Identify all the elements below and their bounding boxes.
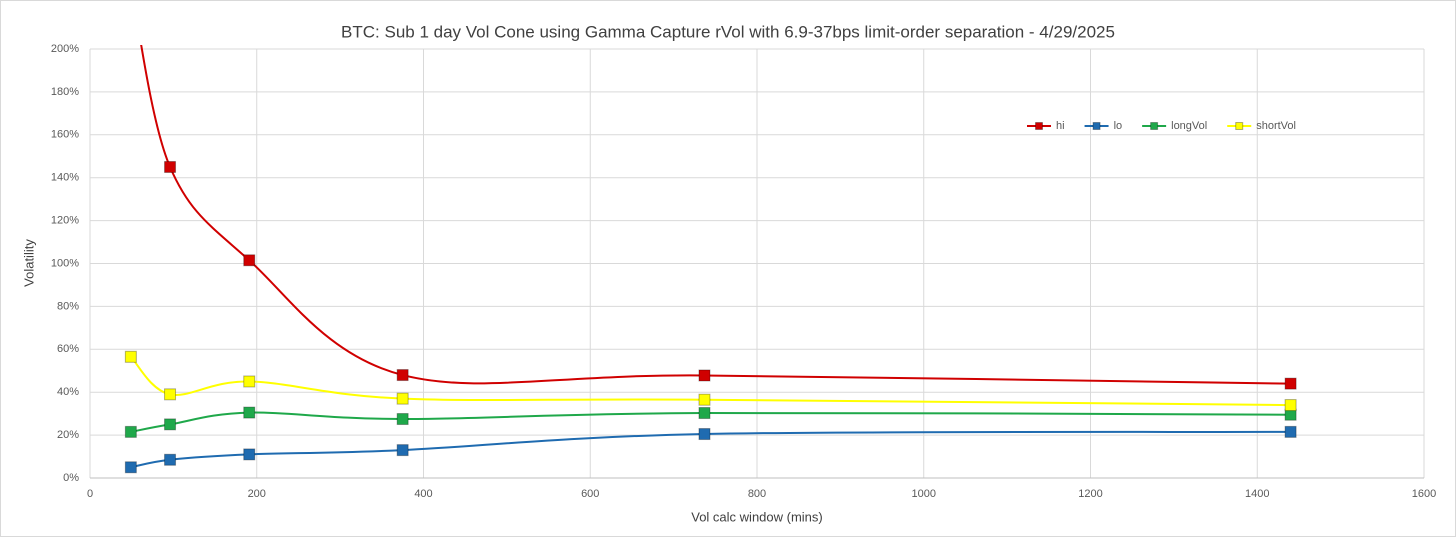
data-point [243, 375, 256, 388]
x-tick-label: 200 [248, 488, 266, 500]
x-tick-label: 600 [581, 488, 599, 500]
legend-marker [1150, 122, 1159, 130]
x-tick-label: 1000 [912, 488, 936, 500]
data-point [698, 407, 711, 420]
x-tick-label: 1200 [1078, 488, 1102, 500]
y-tick-label: 140% [51, 172, 79, 184]
legend-label: shortVol [1256, 120, 1296, 132]
legend-marker [1092, 122, 1101, 130]
y-tick-label: 120% [51, 215, 79, 227]
y-tick-label: 180% [51, 86, 79, 98]
data-point [396, 413, 409, 426]
data-point [124, 461, 137, 474]
x-tick-label: 800 [748, 488, 766, 500]
plot-area [124, 45, 1297, 474]
data-point [243, 448, 256, 461]
data-point [164, 418, 177, 431]
data-point [698, 393, 711, 406]
y-tick-label: 100% [51, 257, 79, 269]
legend-marker [1235, 122, 1244, 130]
y-tick-label: 0% [63, 472, 79, 484]
data-point [698, 369, 711, 382]
data-point [164, 160, 177, 173]
data-point [1284, 399, 1297, 412]
x-axis-title: Vol calc window (mins) [691, 509, 823, 524]
y-tick-label: 40% [57, 386, 79, 398]
data-point [243, 406, 256, 419]
x-tick-label: 0 [87, 488, 93, 500]
data-point [1284, 377, 1297, 390]
series-line [130, 430, 1291, 469]
y-tick-label: 160% [51, 129, 79, 141]
x-tick-label: 1400 [1245, 488, 1269, 500]
series-line [130, 356, 1291, 407]
data-point [698, 428, 711, 441]
data-point [396, 369, 409, 382]
data-point [124, 425, 137, 438]
data-point [396, 392, 409, 405]
chart-title: BTC: Sub 1 day Vol Cone using Gamma Capt… [341, 22, 1115, 41]
data-point [1284, 425, 1297, 438]
data-point [243, 254, 256, 267]
y-axis-title: Volatility [21, 239, 36, 287]
y-tick-label: 200% [51, 43, 79, 55]
data-point [124, 350, 137, 363]
y-tick-label: 20% [57, 429, 79, 441]
y-tick-label: 80% [57, 300, 79, 312]
x-tick-label: 400 [414, 488, 432, 500]
data-point [164, 453, 177, 466]
y-tick-label: 60% [57, 343, 79, 355]
x-tick-label: 1600 [1412, 488, 1436, 500]
legend-label: longVol [1171, 120, 1207, 132]
legend-label: lo [1114, 120, 1123, 132]
legend-marker [1035, 122, 1043, 130]
series-line [130, 411, 1291, 433]
data-point [164, 388, 177, 401]
data-point [396, 444, 409, 457]
legend-label: hi [1056, 120, 1065, 132]
